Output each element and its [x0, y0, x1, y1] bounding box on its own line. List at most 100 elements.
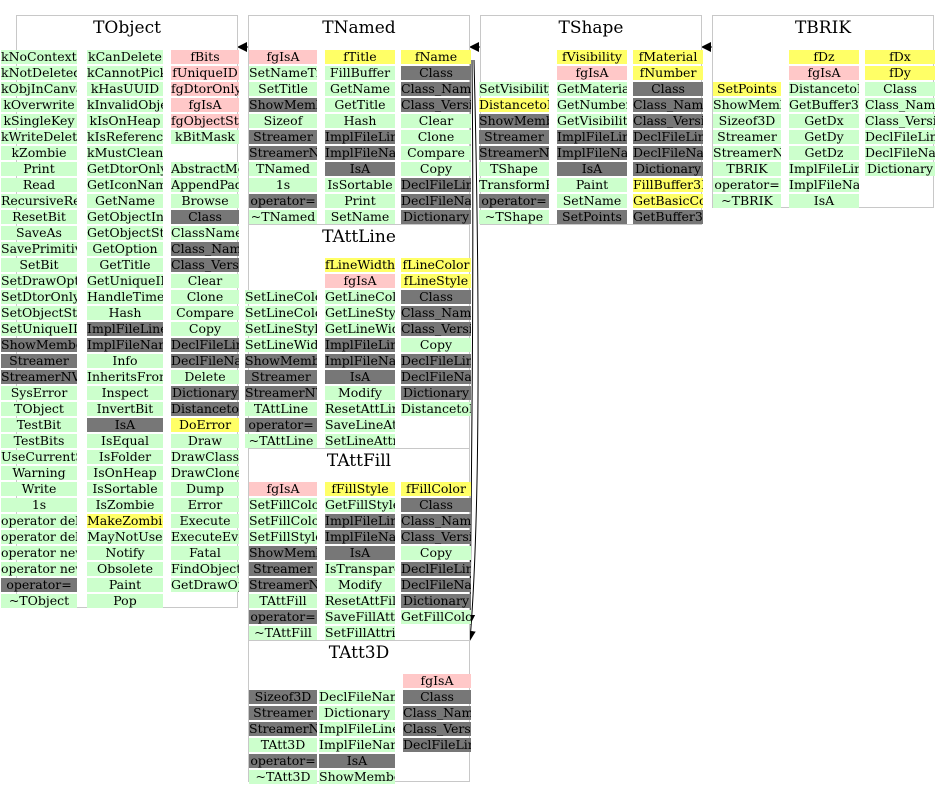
class-member: ~TAttLine [245, 434, 317, 448]
class-member: fgIsA [789, 66, 859, 80]
class-member: DistancetoPrimitive [479, 98, 549, 112]
class-member: Class_Name [865, 98, 935, 112]
class-member: Browse [171, 194, 239, 208]
class-member: SaveFillAttributes [325, 610, 395, 624]
class-member: kSingleKey [1, 114, 77, 128]
class-member: GetFillColor [401, 610, 471, 624]
class-member: ResetAttLine [325, 402, 395, 416]
class-member: kOverwrite [1, 98, 77, 112]
class-member: SetDtorOnly [1, 290, 77, 304]
class-member: AppendPad [171, 178, 239, 192]
class-member: AbstractMethod [171, 162, 239, 176]
class-member: Streamer [1, 354, 77, 368]
class-member: Inspect [87, 386, 163, 400]
class-member: Execute [171, 514, 239, 528]
class-member: ShowMembers [249, 546, 317, 560]
class-member: Class_Name [633, 98, 703, 112]
class-member: ImplFileLine [325, 338, 395, 352]
class-member: operator= [245, 418, 317, 432]
class-member: DeclFileLine [865, 130, 935, 144]
class-member: ExecuteEvent [171, 530, 239, 544]
edge-tshape-tatt3d [465, 59, 479, 641]
class-member: ~TAtt3D [249, 770, 317, 784]
class-member: DeclFileLine [633, 130, 703, 144]
class-member: FillBuffer3D [633, 178, 703, 192]
class-member: GetName [87, 194, 163, 208]
class-member: SetLineColorAlpha [245, 306, 317, 320]
class-title: TObject [93, 18, 161, 38]
class-member: Paint [87, 578, 163, 592]
class-member: fMaterial [633, 50, 703, 64]
class-member: Class [633, 82, 703, 96]
class-member: kBitMask [171, 130, 239, 144]
class-member: ResetAttFill [325, 594, 395, 608]
class-member: DeclFileName [633, 146, 703, 160]
class-member: kWriteDelete [1, 130, 77, 144]
class-member: kMustCleanup [87, 146, 163, 160]
class-member: Class_Version [171, 258, 239, 272]
class-member: Class_Name [171, 242, 239, 256]
class-member: GetLineColor [325, 290, 395, 304]
class-member: fName [401, 50, 471, 64]
class-member: fNumber [633, 66, 703, 80]
class-member: GetFillStyle [325, 498, 395, 512]
class-member: Copy [171, 322, 239, 336]
class-member: kZombie [1, 146, 77, 160]
class-member: IsTransparent [325, 562, 395, 576]
class-member: DeclFileName [401, 578, 471, 592]
class-member: Dictionary [401, 210, 471, 224]
class-member: Dictionary [865, 162, 935, 176]
class-member: fgIsA [249, 482, 317, 496]
class-member: TShape [479, 162, 549, 176]
class-member: IsZombie [87, 498, 163, 512]
class-member: SaveLineAttributes [325, 418, 395, 432]
class-member: operator= [479, 194, 549, 208]
class-member: GetDz [789, 146, 859, 160]
class-member: Fatal [171, 546, 239, 560]
class-member: ImplFileName [557, 146, 627, 160]
class-member: Streamer [249, 706, 317, 720]
class-member: Streamer [479, 130, 549, 144]
class-member: GetName [325, 82, 395, 96]
class-member: ImplFileName [325, 530, 395, 544]
class-member: Class_Name [401, 306, 471, 320]
class-member: Info [87, 354, 163, 368]
class-member: Class_Name [403, 706, 471, 720]
class-member: operator new [1, 546, 77, 560]
class-member: StreamerNVirtual [479, 146, 549, 160]
class-member: IsSortable [87, 482, 163, 496]
class-member: fLineStyle [401, 274, 471, 288]
class-member: operator= [249, 194, 317, 208]
class-member: DeclFileName [401, 370, 471, 384]
class-member: StreamerNVirtual [249, 722, 317, 736]
class-member: Modify [325, 386, 395, 400]
class-member: TAtt3D [249, 738, 317, 752]
class-member: Dictionary [401, 386, 471, 400]
class-member: RecursiveRemove [1, 194, 77, 208]
class-member: ~TBRIK [713, 194, 781, 208]
class-member: DeclFileLine [401, 354, 471, 368]
class-member: Delete [171, 370, 239, 384]
class-member: ImplFileLine [557, 130, 627, 144]
class-member: Hash [325, 114, 395, 128]
class-member: Dictionary [171, 386, 239, 400]
class-member: Class [401, 498, 471, 512]
class-member: Write [1, 482, 77, 496]
class-member: fLineWidth [325, 258, 395, 272]
class-member: fDy [865, 66, 935, 80]
class-member: Class_Version [403, 722, 471, 736]
class-member: ClassName [171, 226, 239, 240]
class-member: kIsOnHeap [87, 114, 163, 128]
class-member: Clear [171, 274, 239, 288]
class-member: DeclFileLine [403, 738, 471, 752]
class-member: fFillStyle [325, 482, 395, 496]
class-member: Clear [401, 114, 471, 128]
class-member: Class [865, 82, 935, 96]
class-member: operator delete[] [1, 530, 77, 544]
class-member: GetBasicColor [633, 194, 703, 208]
class-member: StreamerNVirtual [249, 578, 317, 592]
class-member: StreamerNVirtual [245, 386, 317, 400]
class-member: Class_Version [865, 114, 935, 128]
class-member: DeclFileLine [171, 338, 239, 352]
class-member: ImplFileLine [325, 130, 395, 144]
